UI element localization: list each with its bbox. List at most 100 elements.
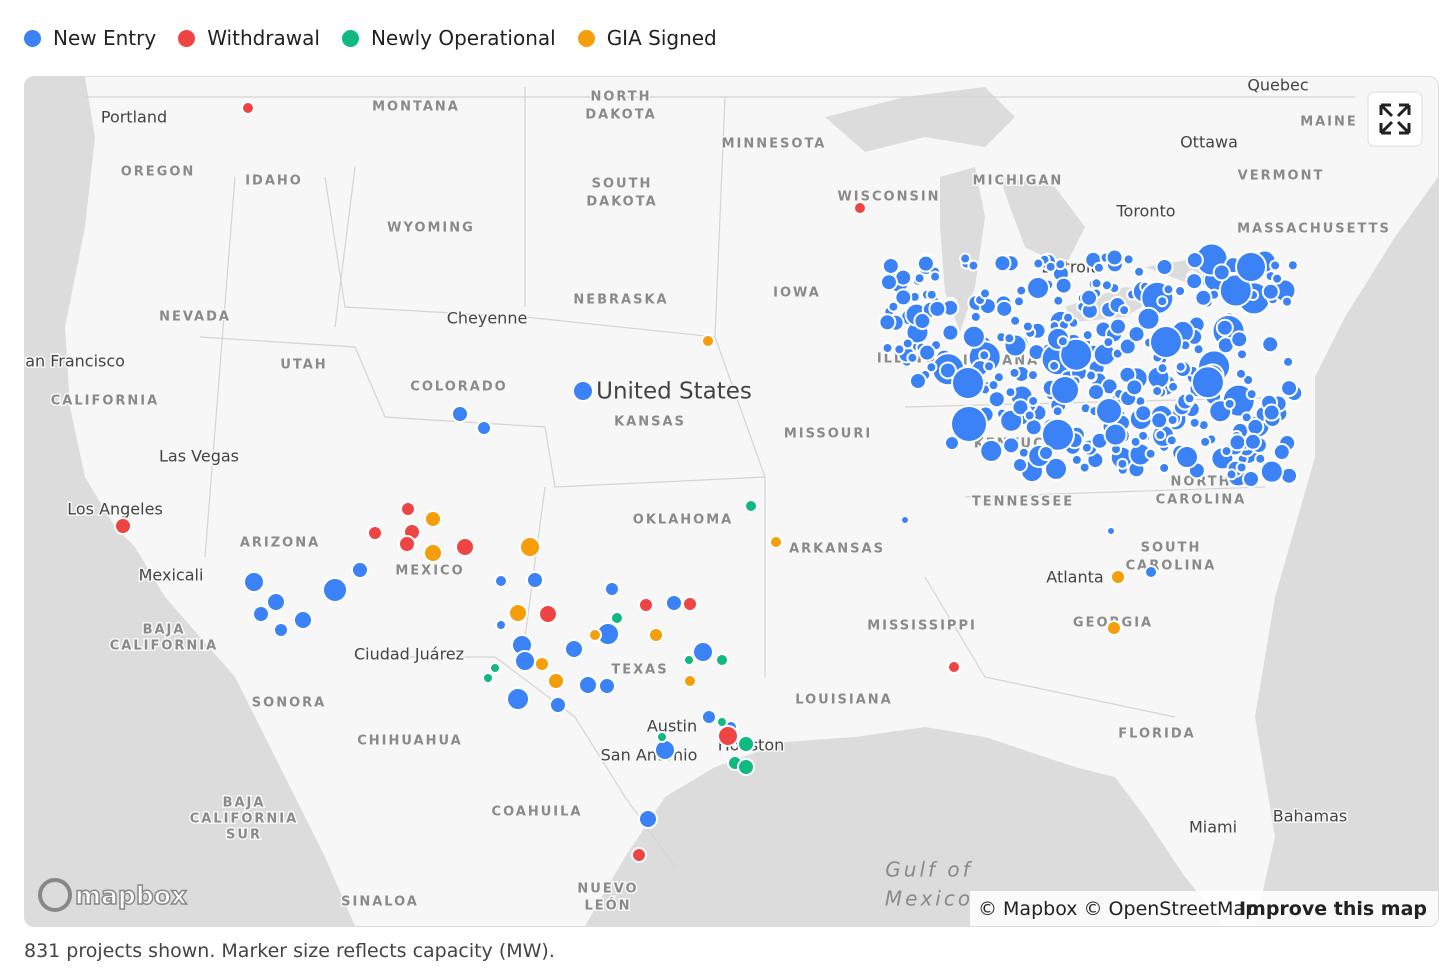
project-marker (1223, 397, 1236, 410)
project-marker (1040, 417, 1075, 452)
region-label: MONTANA (372, 100, 460, 115)
legend-item[interactable]: Withdrawal (178, 26, 320, 50)
project-marker (744, 499, 758, 513)
project-marker (1212, 263, 1231, 282)
project-marker (1038, 445, 1054, 461)
place-label: Mexico (885, 887, 973, 911)
attribution: © Mapbox © OpenStreetMap (978, 898, 1257, 920)
project-marker (1137, 429, 1150, 442)
attribution-bg (970, 891, 1438, 926)
mapbox-logo: mapbox (38, 878, 188, 912)
region-label: MISSISSIPPI (867, 619, 977, 634)
project-marker (893, 343, 906, 356)
region-label: UTAH (280, 358, 327, 373)
improve-link[interactable]: Improve this map (1239, 898, 1427, 920)
place-label: San Francisco (25, 352, 125, 371)
project-marker (959, 252, 972, 265)
project-marker (273, 622, 289, 638)
labels: Portland MONTANA NORTH DAKOTA MINNESOTA Quebe… (25, 77, 1390, 915)
place-label: Atlanta (1046, 568, 1103, 587)
legend: New Entry Withdrawal Newly Operational GIA … (24, 26, 717, 50)
map[interactable]: Portland MONTANA NORTH DAKOTA MINNESOTA Quebe… (24, 76, 1439, 927)
project-marker (1144, 447, 1157, 460)
project-marker (928, 299, 947, 318)
project-marker (929, 270, 942, 283)
project-marker (1044, 456, 1069, 481)
project-marker (351, 561, 369, 579)
project-marker (879, 273, 898, 292)
project-marker (1122, 253, 1135, 266)
project-marker (913, 312, 932, 331)
project-marker (1109, 317, 1128, 336)
project-marker (506, 687, 530, 711)
project-marker (716, 716, 728, 728)
project-marker (1228, 433, 1247, 452)
project-marker (1144, 565, 1158, 579)
project-marker (1125, 378, 1144, 397)
region-label: CAROLINA (1156, 493, 1247, 508)
project-marker (1127, 325, 1146, 344)
project-marker (654, 739, 676, 761)
project-marker (916, 254, 935, 273)
project-marker (1102, 336, 1115, 349)
place-label: Ottawa (1180, 133, 1238, 152)
project-marker (1027, 394, 1040, 407)
region-label: SOUTH (592, 177, 653, 192)
project-marker (1085, 369, 1098, 382)
region-label: BAJA (223, 796, 266, 811)
project-marker (967, 259, 980, 272)
legend-item[interactable]: Newly Operational (341, 26, 556, 50)
region-label: TEXAS (611, 663, 668, 678)
project-marker (665, 594, 683, 612)
project-marker (987, 379, 1000, 392)
fullscreen-button[interactable] (1367, 91, 1423, 147)
project-marker (1087, 383, 1106, 402)
project-marker (901, 337, 914, 350)
project-marker (1156, 295, 1169, 308)
region-label: COLORADO (410, 380, 507, 395)
region-label: LEÓN (584, 898, 631, 914)
project-marker (1225, 468, 1238, 481)
project-marker (1080, 288, 1099, 307)
markers (114, 101, 1304, 863)
project-marker (951, 366, 985, 400)
project-marker (1003, 332, 1016, 345)
project-marker (1162, 283, 1175, 296)
project-marker (925, 361, 938, 374)
project-marker (1220, 445, 1233, 458)
region-label: TENNESSEE (972, 495, 1074, 510)
region-label: WISCONSIN (837, 190, 940, 205)
region-label: OKLAHOMA (633, 513, 733, 528)
project-marker (1013, 295, 1026, 308)
project-marker (455, 537, 475, 557)
footer-note: 831 projects shown. Marker size reflects… (24, 940, 555, 962)
legend-item[interactable]: GIA Signed (577, 26, 717, 50)
project-marker (1023, 409, 1036, 422)
region-label: CALIFORNIA (110, 639, 218, 654)
region-label: NUEVO (577, 882, 638, 897)
project-marker (853, 201, 867, 215)
project-marker (1110, 569, 1126, 585)
project-marker (701, 709, 717, 725)
project-marker (1174, 360, 1187, 373)
project-marker (987, 390, 1006, 409)
project-marker (913, 272, 926, 285)
logo-text: mapbox (75, 881, 187, 910)
project-marker (1054, 258, 1067, 271)
region-label: NORTH (590, 90, 651, 105)
project-marker (549, 696, 567, 714)
region-label: SONORA (252, 696, 326, 711)
project-marker (1129, 435, 1142, 448)
project-marker (252, 605, 270, 623)
legend-label: Newly Operational (370, 26, 556, 50)
project-marker (1190, 365, 1225, 400)
project-marker (1240, 411, 1253, 424)
project-marker (878, 313, 897, 332)
project-marker (950, 405, 988, 443)
legend-item[interactable]: New Entry (24, 26, 156, 50)
project-marker (1166, 413, 1179, 426)
project-marker (906, 351, 919, 364)
region-label: MICHIGAN (973, 174, 1064, 189)
place-label: Austin (647, 717, 697, 736)
